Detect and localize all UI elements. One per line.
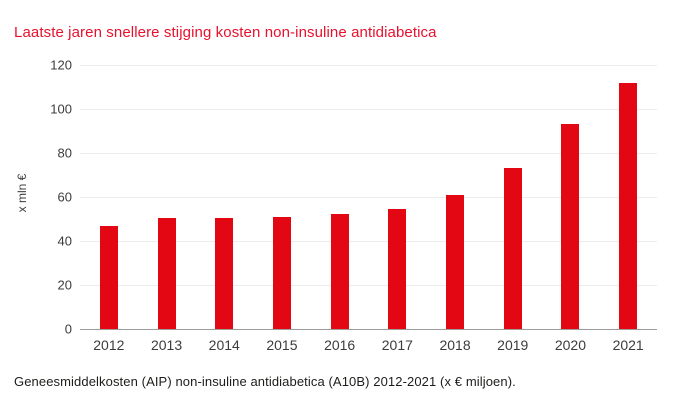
bar-2016 — [330, 213, 349, 329]
x-tick-label: 2019 — [497, 337, 529, 353]
bar-2015 — [272, 216, 291, 329]
bar-2012 — [99, 225, 118, 329]
x-tick-label: 2015 — [266, 337, 298, 353]
x-tick-label: 2021 — [612, 337, 644, 353]
chart-title: Laatste jaren snellere stijging kosten n… — [14, 24, 437, 41]
bar-2020 — [561, 124, 580, 329]
x-tick-label: 2013 — [150, 337, 183, 353]
y-tick-label: 0 — [64, 321, 72, 337]
y-tick-label: 40 — [57, 233, 72, 249]
x-tick-label: 2014 — [208, 337, 240, 353]
gridline — [80, 241, 657, 242]
bar-2021 — [619, 82, 638, 329]
y-tick-label: 60 — [57, 189, 72, 205]
gridline — [80, 197, 657, 198]
x-axis-baseline — [80, 329, 657, 330]
x-tick-label: 2012 — [93, 337, 125, 353]
gridline — [80, 109, 657, 110]
x-tick-label: 2017 — [381, 337, 413, 353]
y-tick-label: 20 — [57, 277, 72, 293]
y-tick-label: 80 — [57, 145, 72, 161]
y-tick-label: 120 — [50, 57, 72, 73]
bar-2018 — [446, 194, 465, 329]
y-tick-label: 100 — [50, 101, 72, 117]
bar-2013 — [157, 217, 176, 329]
bar-2014 — [215, 217, 234, 329]
y-axis-label: x mln € — [15, 173, 29, 213]
gridline — [80, 285, 657, 286]
x-tick-label: 2020 — [554, 337, 587, 353]
x-tick-label: 2016 — [324, 337, 356, 353]
bar-2017 — [388, 209, 407, 329]
gridline — [80, 65, 657, 66]
plot-area: 0 20 40 60 80 100 120 2012 2013 2014 2015 2016 2017 2… — [50, 58, 657, 353]
x-tick-label: 2018 — [439, 337, 471, 353]
gridline — [80, 153, 657, 154]
bar-2019 — [503, 168, 522, 329]
chart-caption: Geneesmiddelkosten (AIP) non-insuline an… — [14, 374, 516, 389]
